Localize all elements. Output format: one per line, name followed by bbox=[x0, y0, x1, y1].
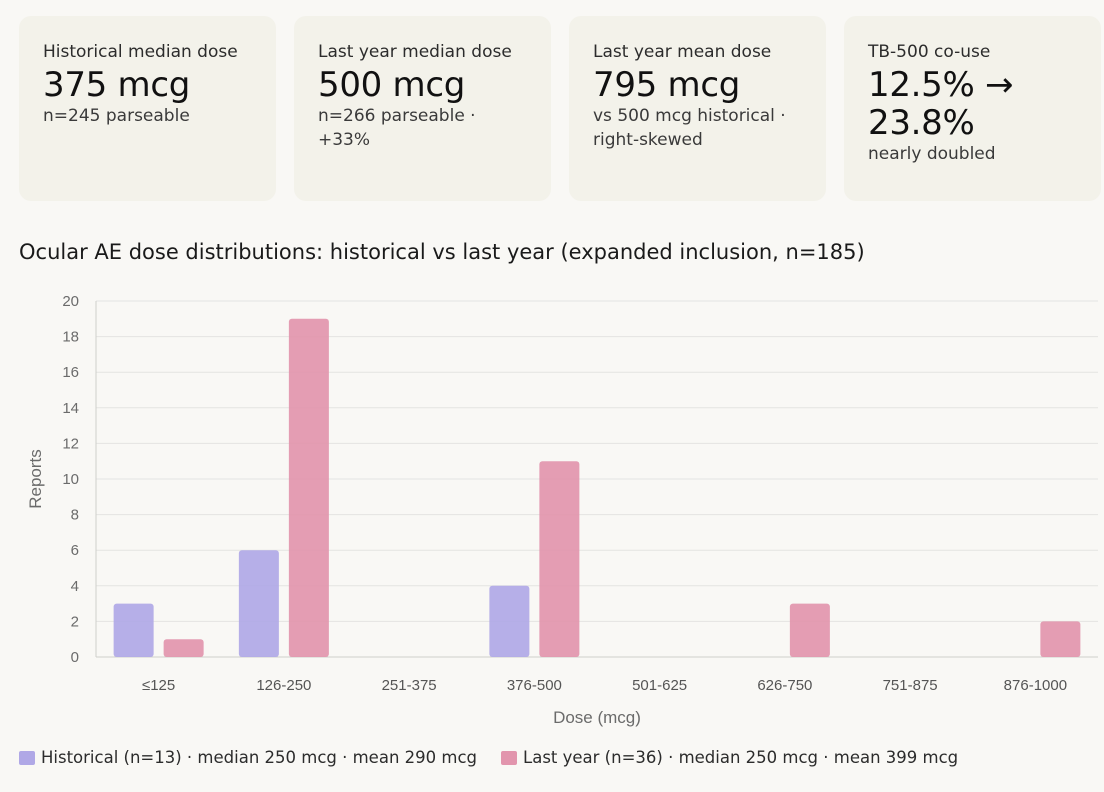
y-tick-label: 0 bbox=[71, 649, 79, 666]
chart-legend: Historical (n=13) · median 250 mcg · mea… bbox=[19, 748, 982, 767]
y-tick-label: 4 bbox=[71, 578, 79, 595]
bar-historical bbox=[113, 603, 154, 657]
dose-distribution-chart: 0 2 4 6 8 10 12 14 16 18 20 ≤125 126-250 251-375 376-5… bbox=[26, 293, 1098, 727]
bar-last-year bbox=[789, 603, 830, 657]
card-value: 375 mcg bbox=[43, 65, 190, 105]
legend-swatch-historical bbox=[19, 750, 35, 765]
card-label: Historical median dose bbox=[43, 42, 238, 62]
chart-title: Ocular AE dose distributions: historical… bbox=[19, 240, 865, 264]
y-tick-label: 18 bbox=[62, 329, 79, 346]
card-value: 12.5% → 23.8% bbox=[868, 65, 1014, 143]
y-tick-label: 14 bbox=[62, 400, 79, 417]
legend-swatch-last-year bbox=[501, 750, 518, 765]
y-tick-label: 6 bbox=[71, 542, 79, 559]
y-tick-label: 20 bbox=[62, 293, 79, 310]
card-subtext: nearly doubled bbox=[868, 144, 996, 164]
bar-historical bbox=[238, 550, 279, 657]
legend-item-last-year[interactable]: Last year (n=36) · median 250 mcg · mean… bbox=[501, 748, 958, 767]
card-subtext: n=266 parseable · +33% bbox=[318, 106, 476, 150]
legend-label-historical: Historical (n=13) · median 250 mcg · mea… bbox=[41, 748, 478, 767]
card-value: 795 mcg bbox=[593, 65, 740, 105]
y-tick-label: 12 bbox=[62, 435, 79, 452]
x-tick-label: 626-750 bbox=[757, 677, 812, 694]
x-tick-label: 376-500 bbox=[507, 677, 562, 694]
y-tick-label: 16 bbox=[62, 364, 79, 381]
y-tick-label: 8 bbox=[71, 507, 79, 524]
card-tb500-co-use: TB-500 co-use 12.5% → 23.8% nearly doubl… bbox=[844, 16, 1101, 201]
y-tick-label: 10 bbox=[62, 471, 79, 488]
bar-last-year bbox=[288, 318, 329, 657]
card-label: Last year mean dose bbox=[593, 42, 772, 62]
x-axis-title: Dose (mcg) bbox=[553, 708, 641, 727]
x-tick-label: ≤125 bbox=[142, 677, 175, 694]
card-historical-median: Historical median dose 375 mcg n=245 par… bbox=[19, 16, 276, 201]
x-tick-label: 876-1000 bbox=[1004, 677, 1067, 694]
y-axis-title: Reports bbox=[26, 449, 45, 509]
x-tick-label: 501-625 bbox=[632, 677, 687, 694]
card-value: 500 mcg bbox=[318, 65, 465, 105]
card-label: Last year median dose bbox=[318, 42, 512, 62]
card-subtext: n=245 parseable bbox=[43, 106, 190, 126]
card-last-year-mean: Last year mean dose 795 mcg vs 500 mcg h… bbox=[569, 16, 826, 201]
legend-label-last-year: Last year (n=36) · median 250 mcg · mean… bbox=[523, 748, 959, 767]
card-subtext: vs 500 mcg historical · right-skewed bbox=[593, 106, 786, 150]
summary-cards: Historical median dose 375 mcg n=245 par… bbox=[19, 16, 1101, 201]
bar-last-year bbox=[539, 461, 580, 657]
card-label: TB-500 co-use bbox=[868, 42, 991, 62]
legend-item-historical[interactable]: Historical (n=13) · median 250 mcg · mea… bbox=[19, 748, 477, 767]
bar-last-year bbox=[1040, 621, 1081, 657]
x-tick-label: 751-875 bbox=[883, 677, 938, 694]
card-last-year-median: Last year median dose 500 mcg n=266 pars… bbox=[294, 16, 551, 201]
y-tick-label: 2 bbox=[71, 613, 79, 630]
x-tick-label: 251-375 bbox=[382, 677, 437, 694]
x-tick-label: 126-250 bbox=[256, 677, 311, 694]
bar-last-year bbox=[163, 639, 204, 657]
bar-historical bbox=[489, 585, 530, 657]
